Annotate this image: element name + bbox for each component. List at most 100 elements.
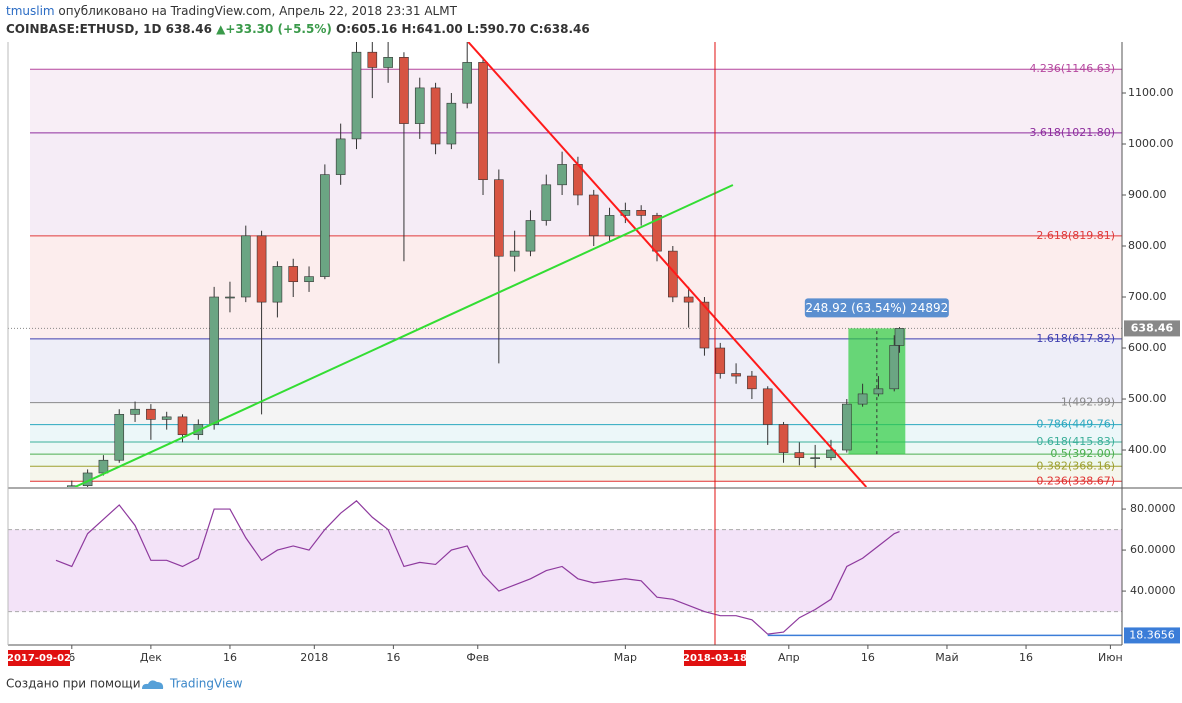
symbol-line: COINBASE:ETHUSD, 1D 638.46 ▲+33.30 (+5.5… <box>6 22 590 36</box>
y-tick-label: 800.00 <box>1128 239 1167 252</box>
rsi-low-badge <box>1124 627 1180 644</box>
candle-body <box>399 57 409 124</box>
footer-brand[interactable]: TradingView <box>169 677 243 691</box>
candle-body <box>256 235 267 303</box>
candle-body <box>747 375 757 390</box>
x-tick-label: 2018 <box>300 651 328 664</box>
candle-body <box>715 347 726 374</box>
logo <box>142 680 164 689</box>
candle-body <box>857 393 868 405</box>
candle-body <box>668 250 678 298</box>
y-tick-label: 400.00 <box>1128 443 1167 456</box>
x-tick-label: 16 <box>1019 651 1033 664</box>
rsi-low-label: 18.3656 <box>1129 628 1175 641</box>
x-tick-label: 16 <box>861 651 875 664</box>
candle-body <box>636 210 646 216</box>
candle-body <box>161 416 172 420</box>
footer-text: Создано при помощи <box>6 677 141 691</box>
x-tick-label: Май <box>935 651 958 664</box>
rsi-tick-label: 40.0000 <box>1130 584 1176 597</box>
price: 638.46 <box>166 22 212 36</box>
fib-band <box>30 69 1122 133</box>
axes: 248.92 (63.54%) 24892 400.00 500.00 600.00 7… <box>7 42 1182 666</box>
candle-body <box>225 296 235 299</box>
last-price-badge <box>1124 320 1180 337</box>
candle-body <box>810 457 820 459</box>
trendline <box>467 42 868 487</box>
ohlc-close: C:638.46 <box>530 22 590 36</box>
ohlc-high: H:641.00 <box>402 22 463 36</box>
change: ▲+33.30 (+5.5%) <box>216 22 332 36</box>
candle-body <box>889 345 900 390</box>
x-tick-label: Апр <box>778 651 800 664</box>
candle-body <box>177 416 188 436</box>
candle-body <box>462 62 473 104</box>
fib-band <box>30 466 1122 482</box>
candle-body <box>731 373 741 377</box>
candle-body <box>604 215 615 237</box>
candle-body <box>209 296 219 425</box>
y-tick-label: 700.00 <box>1128 290 1167 303</box>
x-tick-label: Дек <box>140 651 162 664</box>
fib-label: 2.618(819.81) <box>1036 229 1115 242</box>
fib-label: 1(492.99) <box>1061 396 1115 409</box>
candle-body <box>541 184 552 221</box>
fib-band <box>30 235 1122 339</box>
candle-body <box>272 266 283 303</box>
candle-body <box>762 388 773 425</box>
candle-body <box>304 276 314 283</box>
candle-body <box>130 408 140 415</box>
crosshair-badge <box>683 650 746 666</box>
candle-body <box>494 179 504 257</box>
author: tmuslim <box>6 4 55 18</box>
y-tick-label: 1100.00 <box>1128 86 1174 99</box>
candle-body <box>588 194 599 237</box>
rsi-line <box>55 500 900 635</box>
candle-body <box>98 459 109 474</box>
symbol: COINBASE:ETHUSD, 1D <box>6 22 161 36</box>
rsi-tick-label: 60.0000 <box>1130 543 1176 556</box>
candle-body <box>430 87 441 145</box>
fib-label: 4.236(1146.63) <box>1029 62 1115 75</box>
last-price-label: 638.46 <box>1131 321 1174 334</box>
x-tick-label: Фев <box>466 651 489 664</box>
fib-label: 0.236(338.67) <box>1036 474 1115 487</box>
logo-cloud <box>142 680 164 689</box>
candle-body <box>794 452 805 458</box>
fib-band <box>30 454 1122 467</box>
candle-body <box>320 174 330 277</box>
y-tick-label: 1000.00 <box>1128 137 1174 150</box>
candle-body <box>525 220 536 252</box>
candle-body <box>367 51 378 68</box>
candle-body <box>478 62 488 181</box>
candle-body <box>114 414 125 461</box>
published: опубликовано на TradingView.com, Апрель … <box>55 4 458 18</box>
candle-body <box>351 51 362 140</box>
x-tick-label: Июн <box>1098 651 1123 664</box>
fib-band <box>30 338 1122 403</box>
fib-band <box>30 402 1122 425</box>
candle-body <box>66 485 77 487</box>
x-tick-label: 6 <box>68 651 75 664</box>
ohlc-low: L:590.70 <box>467 22 526 36</box>
candle-body <box>335 138 346 175</box>
fib-label: 3.618(1021.80) <box>1029 126 1115 139</box>
fib-band <box>30 441 1122 455</box>
rsi-tick-label: 80.0000 <box>1130 502 1176 515</box>
y-tick-label: 900.00 <box>1128 188 1167 201</box>
candle-body <box>288 266 299 283</box>
rsi-band <box>8 529 1122 612</box>
candle-body <box>383 57 393 68</box>
candle-body <box>894 328 905 346</box>
crosshair-label: 2018-03-18 <box>683 653 747 664</box>
x-tick-label: 16 <box>223 651 237 664</box>
candle-body <box>683 296 694 303</box>
candle-body <box>873 388 884 395</box>
candle-body <box>146 408 156 420</box>
fib-label: 0.5(392.00) <box>1050 447 1115 460</box>
y-tick-label: 600.00 <box>1128 341 1167 354</box>
range-start-badge <box>8 650 70 666</box>
ohlc-open: O:605.16 <box>336 22 397 36</box>
candle-body <box>699 301 710 349</box>
